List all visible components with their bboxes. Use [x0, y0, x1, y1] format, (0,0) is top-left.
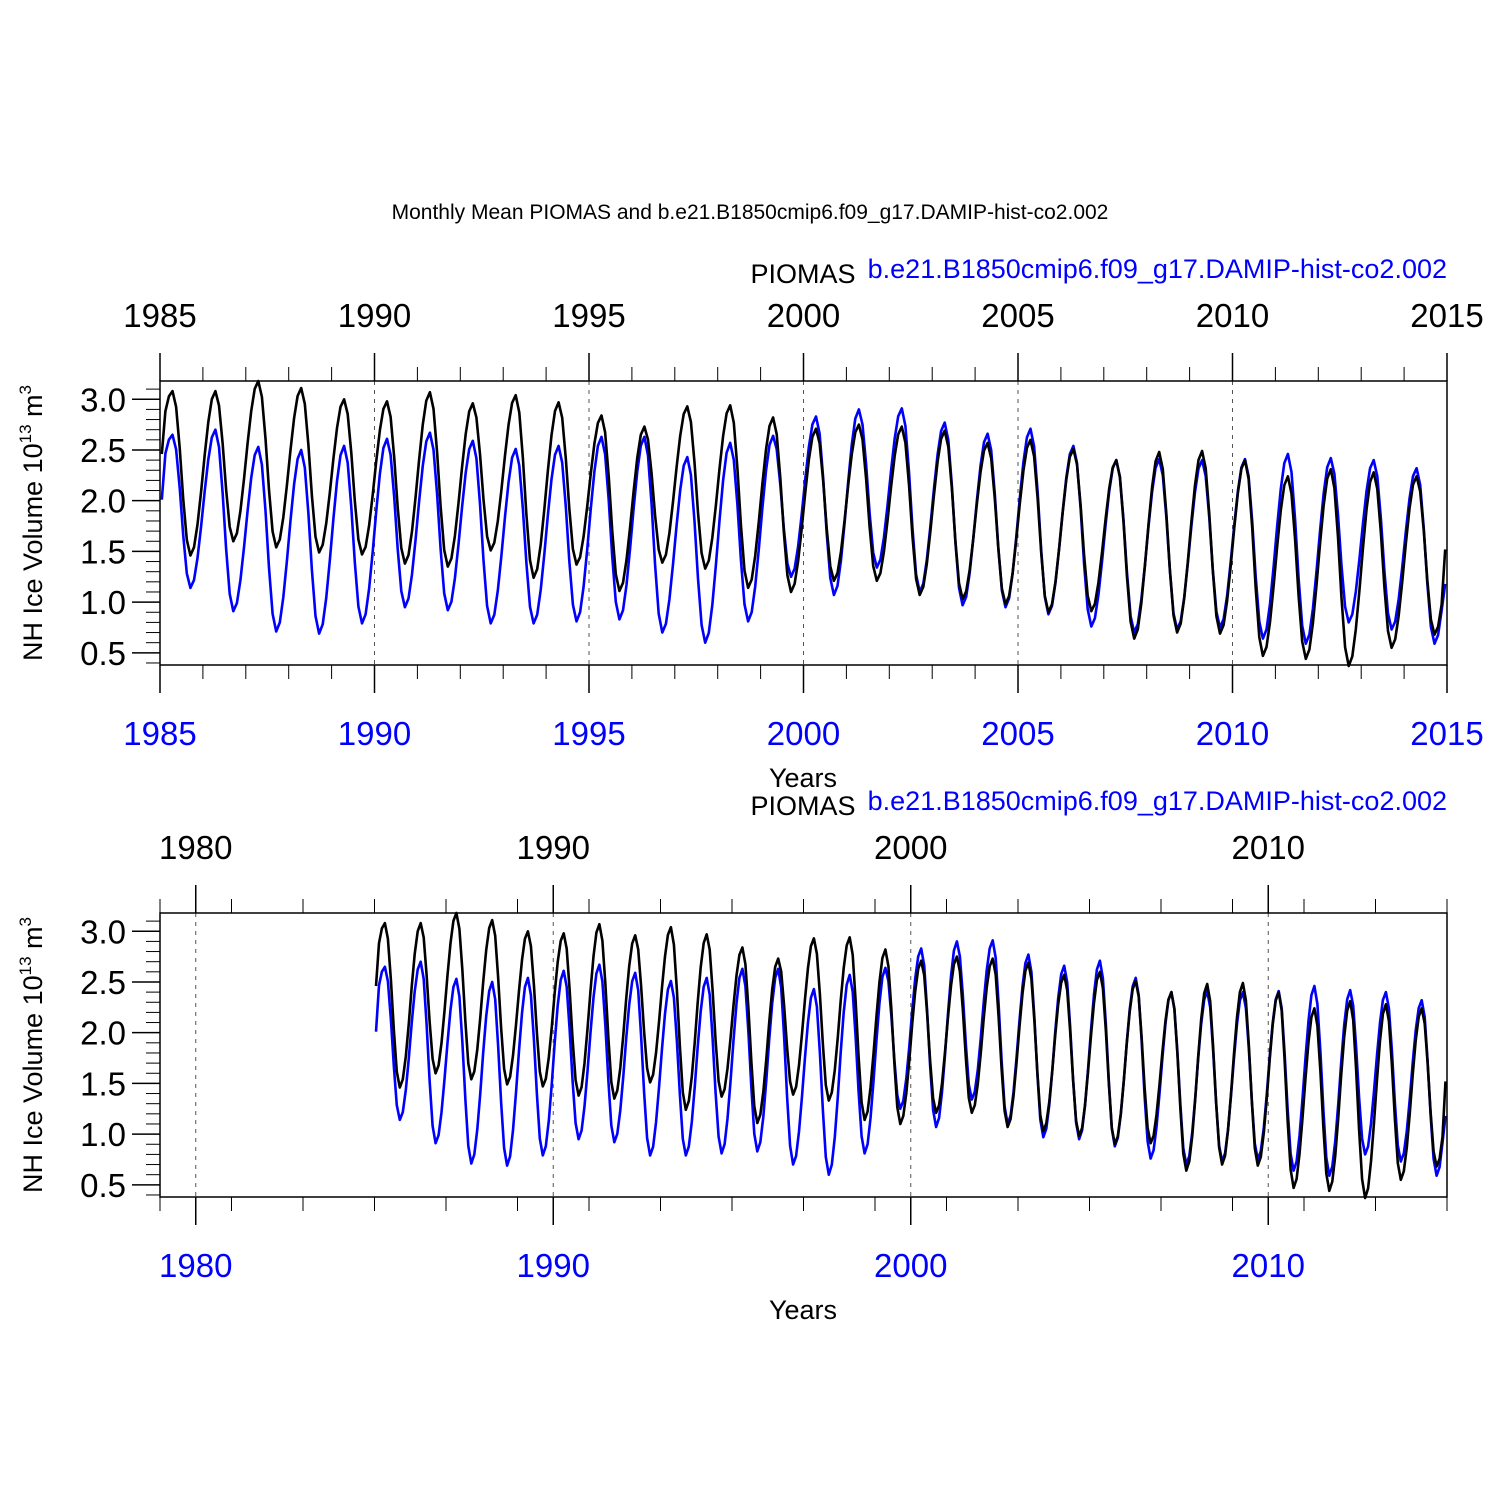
- y-tick-label: 1.0: [80, 1116, 126, 1153]
- panel-2-ticks: [132, 885, 1448, 1225]
- panel-2-xlabel: Years: [769, 1295, 837, 1325]
- panel-1: PIOMAS b.e21.B1850cmip6.f09_g17.DAMIP-hi…: [16, 254, 1484, 793]
- panel-2-frame: [159, 912, 1448, 1198]
- panel-2-tick-labels: 1980 1980 1990 1990 2000 2000 2010 2010 0.5 1.0 1.…: [80, 829, 1305, 1284]
- panel-1-series: [160, 379, 1447, 668]
- y-tick-label: 2.0: [80, 483, 126, 520]
- x-tick-label-bottom: 1990: [338, 715, 411, 752]
- y-tick-label: 0.5: [80, 1167, 126, 1204]
- y-tick-label: 1.5: [80, 533, 126, 570]
- legend-piomas-label: PIOMAS: [750, 259, 855, 289]
- panel-2-series: [374, 911, 1447, 1200]
- x-tick-label-top: 2010: [1196, 297, 1269, 334]
- x-tick-label-bottom: 2010: [1232, 1247, 1305, 1284]
- x-tick-label-bottom: 1995: [552, 715, 625, 752]
- x-tick-label-bottom: 2000: [767, 715, 840, 752]
- x-tick-label-top: 2010: [1232, 829, 1305, 866]
- panel-1-frame: [159, 380, 1448, 666]
- y-tick-label: 0.5: [80, 635, 126, 672]
- x-tick-label-bottom: 2005: [981, 715, 1054, 752]
- legend-model-label: b.e21.B1850cmip6.f09_g17.DAMIP-hist-co2.…: [868, 254, 1447, 284]
- x-tick-label-bottom: 2015: [1410, 715, 1483, 752]
- x-tick-label-top: 1990: [338, 297, 411, 334]
- x-tick-label-bottom: 1985: [123, 715, 196, 752]
- y-tick-label: 1.5: [80, 1065, 126, 1102]
- panel-2-gridlines: [195, 913, 1269, 1197]
- panel-1-tick-labels: 1985 1985 1990 1990 1995 1995 2000 2000 2005 2005…: [80, 297, 1484, 752]
- x-tick-label-top: 2015: [1410, 297, 1483, 334]
- panel-1-xlabel: Years: [769, 763, 837, 793]
- series-line-piomas: [374, 911, 1447, 1200]
- x-tick-label-top: 1980: [159, 829, 232, 866]
- y-tick-label: 2.5: [80, 432, 126, 469]
- x-tick-label-top: 2000: [874, 829, 947, 866]
- series-line-piomas: [160, 379, 1447, 668]
- panel-2-ylabel: NH Ice Volume 1013 m3: [16, 917, 48, 1193]
- y-tick-label: 1.0: [80, 584, 126, 621]
- panel-1-ticks: [132, 353, 1448, 693]
- x-tick-label-top: 2005: [981, 297, 1054, 334]
- panel-1-ylabel: NH Ice Volume 1013 m3: [16, 385, 48, 661]
- x-tick-label-bottom: 1990: [517, 1247, 590, 1284]
- legend-model-label: b.e21.B1850cmip6.f09_g17.DAMIP-hist-co2.…: [868, 786, 1447, 816]
- y-tick-label: 2.5: [80, 964, 126, 1001]
- y-tick-label: 3.0: [80, 381, 126, 418]
- x-tick-label-bottom: 2010: [1196, 715, 1269, 752]
- panel-2: PIOMAS b.e21.B1850cmip6.f09_g17.DAMIP-hi…: [16, 786, 1448, 1325]
- y-tick-label: 2.0: [80, 1015, 126, 1052]
- x-tick-label-bottom: 2000: [874, 1247, 947, 1284]
- x-tick-label-top: 1985: [123, 297, 196, 334]
- x-tick-label-top: 1995: [552, 297, 625, 334]
- y-tick-label: 3.0: [80, 913, 126, 950]
- legend-piomas-label: PIOMAS: [750, 791, 855, 821]
- panel-1-gridlines: [374, 381, 1233, 665]
- x-tick-label-bottom: 1980: [159, 1247, 232, 1284]
- x-tick-label-top: 2000: [767, 297, 840, 334]
- x-tick-label-top: 1990: [517, 829, 590, 866]
- figure-title: Monthly Mean PIOMAS and b.e21.B1850cmip6…: [392, 201, 1109, 224]
